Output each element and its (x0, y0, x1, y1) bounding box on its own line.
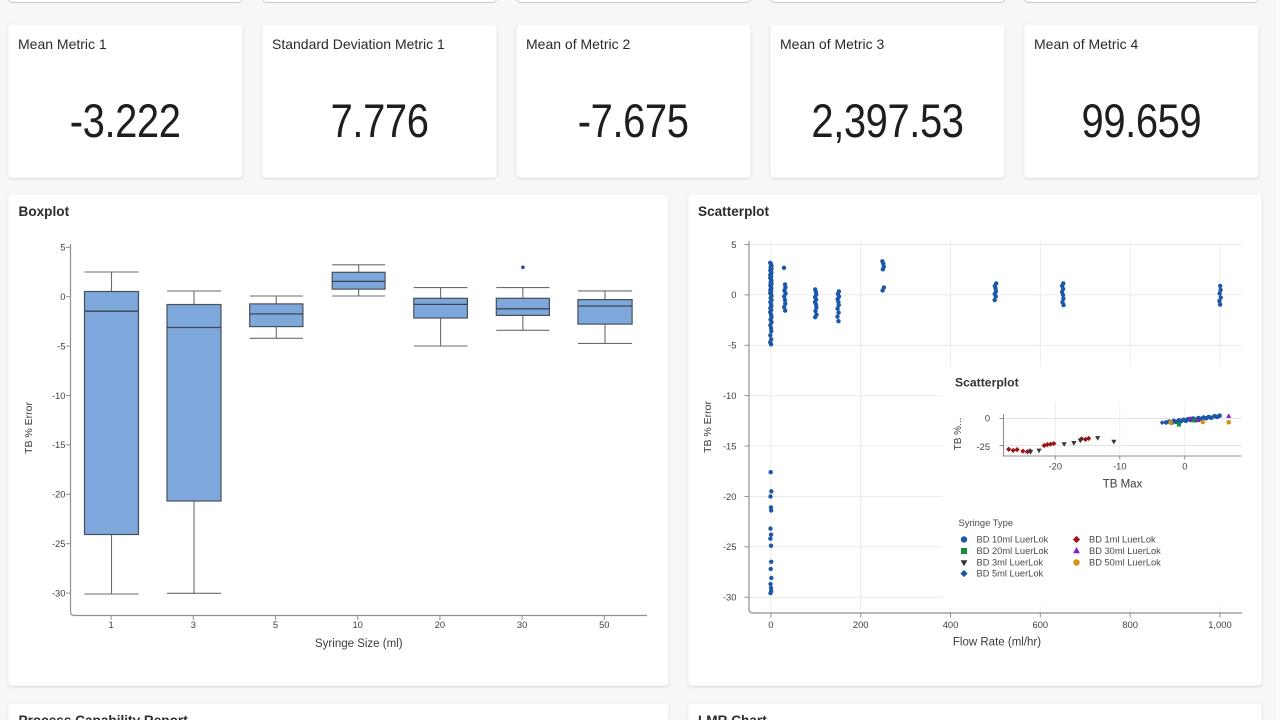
svg-text:400: 400 (942, 619, 958, 630)
svg-text:50: 50 (599, 619, 609, 630)
svg-text:-10: -10 (52, 390, 66, 401)
svg-text:-15: -15 (52, 439, 66, 450)
svg-text:1: 1 (108, 619, 113, 630)
svg-text:BD 30ml LuerLok: BD 30ml LuerLok (1089, 546, 1161, 556)
svg-text:20: 20 (435, 619, 445, 630)
svg-text:0: 0 (768, 619, 773, 630)
svg-text:TB %...: TB %... (953, 418, 964, 451)
svg-text:-25: -25 (976, 442, 989, 452)
svg-text:TB % Error: TB % Error (702, 401, 714, 453)
svg-text:-30: -30 (722, 592, 736, 603)
svg-text:200: 200 (852, 619, 868, 630)
svg-text:1,000: 1,000 (1208, 619, 1231, 630)
svg-text:BD 1ml LuerLok: BD 1ml LuerLok (1089, 535, 1156, 545)
svg-text:5: 5 (60, 242, 65, 253)
svg-text:BD 20ml LuerLok: BD 20ml LuerLok (976, 546, 1048, 556)
svg-text:-20: -20 (52, 489, 66, 500)
svg-text:-25: -25 (722, 541, 736, 552)
svg-text:-5: -5 (728, 340, 736, 351)
svg-text:-10: -10 (722, 390, 736, 401)
svg-text:BD 50ml LuerLok: BD 50ml LuerLok (1089, 558, 1161, 568)
svg-text:TB % Error: TB % Error (23, 402, 35, 454)
svg-text:-25: -25 (52, 538, 66, 549)
svg-text:BD 5ml LuerLok: BD 5ml LuerLok (976, 569, 1043, 579)
svg-text:Syringe Size (ml): Syringe Size (ml) (315, 638, 403, 650)
svg-text:0: 0 (984, 414, 989, 424)
svg-text:Flow Rate (ml/hr): Flow Rate (ml/hr) (952, 637, 1040, 649)
svg-text:0: 0 (60, 291, 65, 302)
svg-text:10: 10 (352, 619, 362, 630)
svg-text:3: 3 (191, 619, 196, 630)
svg-text:30: 30 (517, 619, 527, 630)
svg-text:-15: -15 (722, 440, 736, 451)
svg-text:BD 10ml LuerLok: BD 10ml LuerLok (976, 535, 1048, 545)
svg-text:-20: -20 (722, 491, 736, 502)
svg-text:0: 0 (1182, 462, 1187, 472)
svg-text:-5: -5 (57, 340, 65, 351)
svg-text:600: 600 (1032, 619, 1048, 630)
svg-text:-20: -20 (1048, 462, 1061, 472)
svg-text:BD 3ml LuerLok: BD 3ml LuerLok (976, 558, 1043, 568)
svg-text:5: 5 (273, 619, 278, 630)
svg-text:Scatterplot: Scatterplot (955, 376, 1019, 390)
svg-text:-30: -30 (52, 587, 66, 598)
svg-text:800: 800 (1122, 619, 1138, 630)
svg-text:0: 0 (731, 289, 736, 300)
svg-text:5: 5 (731, 239, 736, 250)
svg-text:-10: -10 (1113, 462, 1126, 472)
svg-text:Syringe Type: Syringe Type (958, 517, 1013, 528)
svg-text:TB Max: TB Max (1102, 479, 1142, 491)
